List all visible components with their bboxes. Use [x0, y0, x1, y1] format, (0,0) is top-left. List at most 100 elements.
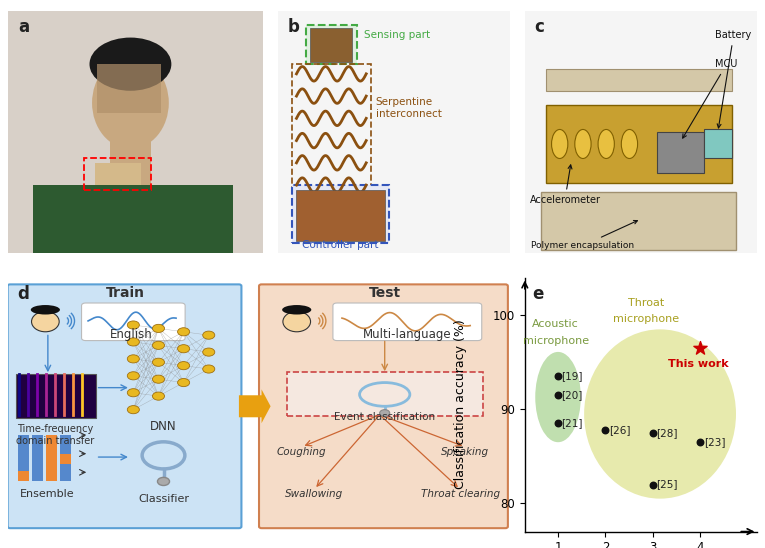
- Text: b: b: [287, 18, 299, 36]
- Text: Battery: Battery: [715, 30, 752, 128]
- FancyBboxPatch shape: [18, 435, 29, 481]
- FancyBboxPatch shape: [60, 454, 71, 464]
- Circle shape: [203, 348, 215, 356]
- Text: Time-frequency
domain transfer: Time-frequency domain transfer: [16, 424, 95, 446]
- Ellipse shape: [90, 38, 171, 91]
- Ellipse shape: [31, 311, 59, 332]
- Circle shape: [177, 379, 190, 387]
- FancyBboxPatch shape: [32, 435, 43, 481]
- Circle shape: [152, 341, 164, 350]
- FancyBboxPatch shape: [97, 64, 161, 112]
- Text: Accelerometer: Accelerometer: [529, 165, 601, 204]
- FancyBboxPatch shape: [18, 471, 29, 481]
- FancyArrow shape: [239, 389, 271, 423]
- Point: [647, 480, 659, 489]
- FancyBboxPatch shape: [60, 435, 71, 481]
- Text: Event classification: Event classification: [334, 413, 435, 423]
- Circle shape: [158, 477, 170, 486]
- Text: Classifier: Classifier: [138, 494, 189, 504]
- Text: Polymer encapsulation: Polymer encapsulation: [532, 220, 637, 250]
- Circle shape: [152, 375, 164, 383]
- FancyBboxPatch shape: [545, 105, 732, 182]
- Circle shape: [177, 345, 190, 353]
- Point: [552, 419, 564, 428]
- FancyBboxPatch shape: [297, 190, 385, 241]
- Text: [19]: [19]: [562, 372, 583, 381]
- FancyBboxPatch shape: [82, 303, 185, 341]
- Text: [20]: [20]: [562, 390, 583, 400]
- Ellipse shape: [621, 129, 637, 158]
- Ellipse shape: [552, 129, 568, 158]
- FancyBboxPatch shape: [333, 303, 482, 341]
- Text: Ensemble: Ensemble: [20, 489, 74, 499]
- Text: Controller part: Controller part: [302, 241, 379, 250]
- Circle shape: [127, 338, 139, 346]
- Circle shape: [127, 355, 139, 363]
- Bar: [306, 25, 357, 64]
- Text: This work: This work: [668, 359, 728, 369]
- FancyBboxPatch shape: [545, 69, 732, 91]
- Text: Swallowing: Swallowing: [285, 489, 343, 499]
- FancyBboxPatch shape: [657, 132, 704, 173]
- Text: Coughing: Coughing: [277, 447, 327, 457]
- Text: Serpentine
interconnect: Serpentine interconnect: [376, 96, 441, 119]
- Text: MCU: MCU: [682, 59, 738, 138]
- Point: [599, 426, 611, 435]
- FancyBboxPatch shape: [541, 192, 737, 250]
- Text: c: c: [534, 18, 544, 36]
- Circle shape: [127, 389, 139, 397]
- Text: Speaking: Speaking: [441, 447, 489, 457]
- Text: Throat: Throat: [628, 298, 664, 308]
- Ellipse shape: [283, 311, 311, 332]
- Circle shape: [379, 410, 389, 416]
- Ellipse shape: [282, 305, 311, 315]
- Point: [552, 391, 564, 399]
- FancyBboxPatch shape: [8, 284, 242, 528]
- Bar: [84, 158, 151, 190]
- FancyBboxPatch shape: [33, 185, 233, 253]
- Circle shape: [127, 372, 139, 380]
- Ellipse shape: [31, 305, 60, 315]
- Text: d: d: [18, 285, 30, 303]
- Circle shape: [177, 328, 190, 336]
- Ellipse shape: [598, 129, 614, 158]
- Text: [26]: [26]: [609, 425, 630, 435]
- FancyBboxPatch shape: [46, 471, 57, 481]
- Point: [695, 344, 707, 352]
- Circle shape: [177, 362, 190, 370]
- Circle shape: [152, 392, 164, 400]
- Ellipse shape: [575, 129, 591, 158]
- Text: [21]: [21]: [562, 418, 583, 429]
- FancyBboxPatch shape: [287, 372, 483, 416]
- FancyBboxPatch shape: [704, 129, 732, 158]
- Point: [552, 372, 564, 381]
- Ellipse shape: [536, 352, 581, 442]
- Text: microphone: microphone: [522, 336, 589, 346]
- Ellipse shape: [92, 57, 169, 149]
- FancyBboxPatch shape: [46, 435, 57, 481]
- Text: microphone: microphone: [613, 315, 679, 324]
- FancyBboxPatch shape: [95, 163, 141, 185]
- Y-axis label: Classification accuracy (%): Classification accuracy (%): [454, 319, 467, 489]
- Circle shape: [152, 324, 164, 333]
- Circle shape: [203, 365, 215, 373]
- Text: [23]: [23]: [704, 437, 725, 447]
- Text: Multi-language: Multi-language: [363, 328, 451, 341]
- Circle shape: [127, 321, 139, 329]
- FancyBboxPatch shape: [16, 374, 96, 418]
- Point: [695, 438, 707, 447]
- Circle shape: [152, 358, 164, 366]
- FancyBboxPatch shape: [311, 28, 352, 62]
- Text: English: English: [109, 328, 152, 341]
- Text: Test: Test: [369, 286, 401, 300]
- Text: Sensing part: Sensing part: [364, 30, 430, 40]
- Text: DNN: DNN: [150, 420, 177, 433]
- FancyBboxPatch shape: [110, 139, 151, 192]
- Text: Acoustic: Acoustic: [532, 319, 579, 329]
- Text: [28]: [28]: [656, 428, 678, 438]
- Bar: [291, 64, 371, 190]
- Text: Throat clearing: Throat clearing: [421, 489, 500, 499]
- Text: e: e: [532, 285, 543, 303]
- Ellipse shape: [584, 329, 736, 499]
- Circle shape: [203, 331, 215, 339]
